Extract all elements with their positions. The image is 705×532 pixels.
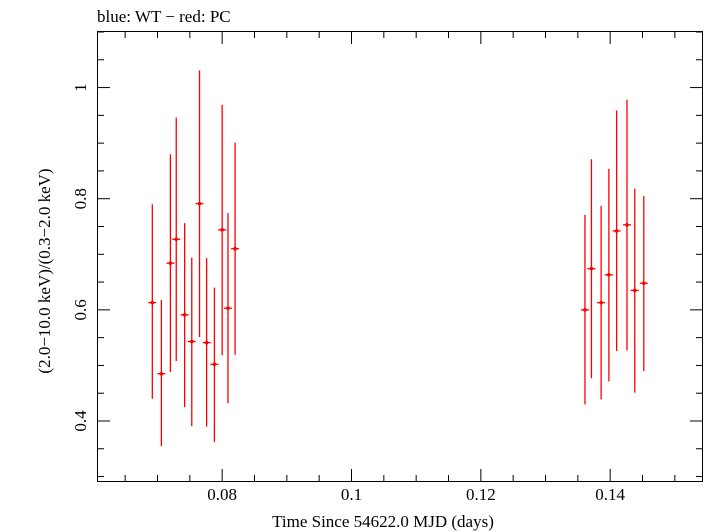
point-marker xyxy=(220,228,224,232)
point-marker xyxy=(212,362,217,367)
data-point xyxy=(202,258,211,427)
point-marker xyxy=(159,371,164,376)
data-point xyxy=(218,104,227,356)
point-marker xyxy=(614,229,619,233)
data-point xyxy=(231,142,240,355)
data-point xyxy=(587,159,596,379)
y-tick-label: 0.6 xyxy=(71,299,90,320)
data-point xyxy=(210,287,219,443)
point-marker xyxy=(233,246,237,251)
data-point xyxy=(630,188,639,393)
data-point xyxy=(187,257,196,426)
x-axis-label: Time Since 54622.0 MJD (days) xyxy=(272,512,494,531)
x-axis-ticks xyxy=(124,32,676,481)
x-tick-label: 0.12 xyxy=(466,485,496,504)
data-point xyxy=(148,204,157,399)
data-point xyxy=(180,223,189,408)
point-marker xyxy=(599,300,603,305)
point-marker xyxy=(589,266,594,271)
data-point xyxy=(223,213,232,404)
y-tick-label: 1 xyxy=(71,83,90,92)
point-marker xyxy=(197,201,202,206)
data-point xyxy=(597,205,606,400)
point-marker xyxy=(607,273,611,277)
data-point xyxy=(622,99,631,351)
y-tick-label: 0.8 xyxy=(71,188,90,209)
point-marker xyxy=(226,306,230,310)
data-point xyxy=(157,299,166,446)
y-axis-tick-labels: 0.4 0.6 0.8 1 xyxy=(71,83,90,431)
plot-frame xyxy=(97,31,703,482)
data-point xyxy=(639,195,648,371)
point-marker xyxy=(182,313,187,317)
point-marker xyxy=(641,281,646,285)
x-tick-label: 0.1 xyxy=(341,485,362,504)
x-tick-label: 0.08 xyxy=(207,485,237,504)
x-axis-tick-labels: 0.08 0.1 0.12 0.14 xyxy=(207,485,625,504)
point-marker xyxy=(189,339,194,344)
point-marker xyxy=(174,237,179,242)
data-points xyxy=(148,70,648,446)
point-marker xyxy=(632,288,637,293)
point-marker xyxy=(168,261,173,265)
data-point xyxy=(166,154,175,373)
x-tick-label: 0.14 xyxy=(595,485,625,504)
data-point xyxy=(612,110,621,351)
point-marker xyxy=(150,300,155,305)
point-marker xyxy=(625,223,629,227)
data-point xyxy=(604,168,613,382)
y-axis-ticks xyxy=(98,31,702,478)
y-tick-label: 0.4 xyxy=(71,410,90,432)
chart-title: blue: WT − red: PC xyxy=(97,7,231,26)
data-point xyxy=(195,70,204,338)
data-point xyxy=(172,117,181,361)
point-marker xyxy=(204,340,209,345)
data-point xyxy=(580,214,589,405)
point-marker xyxy=(583,308,587,312)
y-axis-label: (2.0−10.0 keV)/(0.3−2.0 keV) xyxy=(35,168,54,373)
